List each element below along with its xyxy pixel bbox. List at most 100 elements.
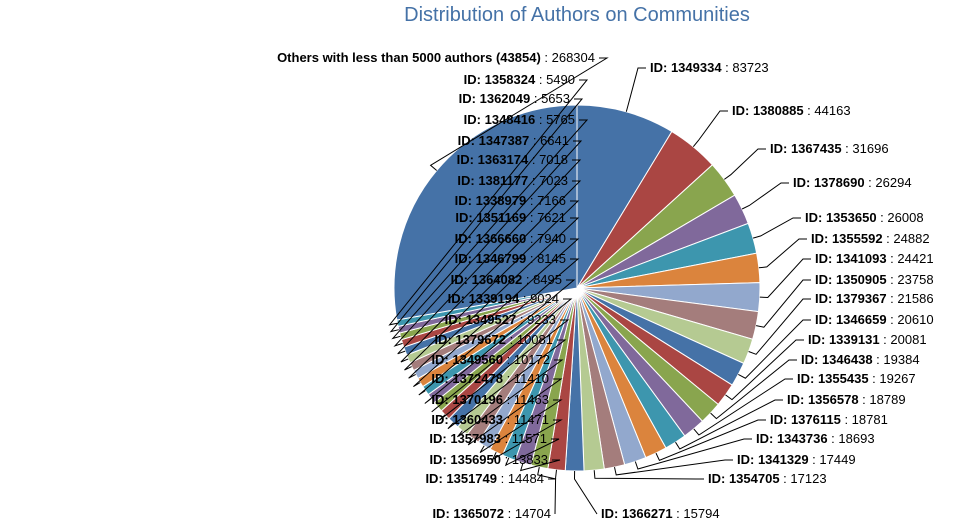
connector-id-1365072 xyxy=(554,469,557,515)
data-label-name: ID: 1364082 xyxy=(451,272,523,287)
data-label-value: : 31696 xyxy=(842,141,889,156)
data-label-value: : 14704 xyxy=(504,506,551,521)
connector-id-1381177 xyxy=(400,180,582,363)
data-label-id-1355592: ID: 1355592 : 24882 xyxy=(811,231,930,246)
data-label-id-1350905: ID: 1350905 : 23758 xyxy=(815,272,934,287)
connector-id-1376115 xyxy=(655,419,766,461)
data-label-id-1376115: ID: 1376115 : 18781 xyxy=(770,412,888,427)
data-label-value: : 17449 xyxy=(809,452,856,467)
data-label-name: ID: 1349334 xyxy=(650,60,722,75)
data-label-name: ID: 1357983 xyxy=(429,431,501,446)
data-label-id-1364082: ID: 1364082 : 8495 xyxy=(451,272,562,287)
data-label-id-1362049: ID: 1362049 : 5653 xyxy=(459,91,570,106)
connector-id-1370196 xyxy=(479,399,563,454)
connector-id-1353650 xyxy=(752,217,801,239)
connector-id-1356578 xyxy=(675,399,783,450)
data-label-id-1343736: ID: 1343736 : 18693 xyxy=(756,431,875,446)
data-label-id-1351749: ID: 1351749 : 14484 xyxy=(425,471,544,486)
data-label-name: ID: 1349560 xyxy=(431,352,503,367)
connector-id-1339194 xyxy=(431,298,573,413)
data-label-id-1355435: ID: 1355435 : 19267 xyxy=(797,371,916,386)
data-label-id-1367435: ID: 1367435 : 31696 xyxy=(770,141,889,156)
data-label-id-1360433: ID: 1360433 : 11471 xyxy=(431,412,549,427)
connector-id-1380885 xyxy=(692,110,728,148)
data-label-id-1370196: ID: 1370196 : 11463 xyxy=(431,392,549,407)
data-label-value: : 23758 xyxy=(887,272,934,287)
data-label-name: ID: 1343736 xyxy=(756,431,828,446)
data-label-name: ID: 1362049 xyxy=(459,91,531,106)
data-label-id-1349334: ID: 1349334 : 83723 xyxy=(650,60,769,75)
data-label-value: : 13833 xyxy=(501,452,548,467)
data-label-name: ID: 1355435 xyxy=(797,371,869,386)
connector-id-1356950 xyxy=(519,459,561,472)
data-label-value: : 44163 xyxy=(804,103,851,118)
data-label-id-1339194: ID: 1339194 : 9024 xyxy=(448,291,559,306)
connector-id-1355435 xyxy=(693,378,793,436)
data-label-value: : 11410 xyxy=(503,371,549,386)
data-label-value: : 7018 xyxy=(528,152,568,167)
data-label-name: ID: 1355592 xyxy=(811,231,883,246)
data-label-name: ID: 1365072 xyxy=(432,506,504,521)
connector-id-1357983 xyxy=(504,438,560,467)
data-label-id-1346659: ID: 1346659 : 20610 xyxy=(815,312,934,327)
label-connectors xyxy=(388,57,811,515)
connector-id-1366271 xyxy=(573,470,598,515)
pie-slice-id-1349334[interactable] xyxy=(576,104,673,290)
data-label-value: : 26008 xyxy=(877,210,924,225)
data-label-id-1353650: ID: 1353650 : 26008 xyxy=(805,210,924,225)
connector-id-1348416 xyxy=(391,119,589,340)
data-label-value: : 20610 xyxy=(887,312,934,327)
data-label-value: : 10081 xyxy=(506,332,553,347)
data-label-name: ID: 1363174 xyxy=(457,152,529,167)
data-label-name: ID: 1351749 xyxy=(425,471,497,486)
connector-id-1349334 xyxy=(625,67,646,112)
data-label-value: : 7621 xyxy=(526,210,566,225)
data-label-name: ID: 1339131 xyxy=(808,332,880,347)
data-label-name: ID: 1370196 xyxy=(431,392,503,407)
data-label-value: : 24882 xyxy=(883,231,930,246)
data-label-value: : 15794 xyxy=(673,506,720,521)
data-label-name: ID: 1356950 xyxy=(429,452,501,467)
data-label-name: ID: 1338979 xyxy=(455,193,527,208)
connector-id-1341329 xyxy=(614,459,733,476)
data-label-value: : 7940 xyxy=(526,231,566,246)
data-label-value: : 5490 xyxy=(535,72,575,87)
data-label-id-1339131: ID: 1339131 : 20081 xyxy=(808,332,927,347)
data-label-id-1365072: ID: 1365072 : 14704 xyxy=(432,506,551,521)
connector-id-1354705 xyxy=(593,470,704,480)
pie-slice-others-with-less-than-5000-authors-43854[interactable] xyxy=(393,104,578,321)
data-label-value: : 18693 xyxy=(828,431,875,446)
data-label-name: ID: 1351169 xyxy=(455,210,526,225)
data-label-id-1381177: ID: 1381177 : 7023 xyxy=(457,173,568,188)
data-label-value: : 8495 xyxy=(522,272,562,287)
data-label-value: : 26294 xyxy=(865,175,912,190)
data-label-id-1380885: ID: 1380885 : 44163 xyxy=(732,103,851,118)
connector-id-1358324 xyxy=(388,79,589,326)
connector-id-1360433 xyxy=(491,419,563,461)
data-label-value: : 17123 xyxy=(780,471,827,486)
data-label-id-1351169: ID: 1351169 : 7621 xyxy=(455,210,566,225)
connector-id-1347387 xyxy=(393,140,583,347)
connector-id-1346438 xyxy=(710,359,797,420)
data-label-id-1346799: ID: 1346799 : 8145 xyxy=(455,251,566,266)
data-label-id-1354705: ID: 1354705 : 17123 xyxy=(708,471,827,486)
data-label-name: ID: 1349527 xyxy=(445,312,517,327)
connector-id-1363174 xyxy=(397,159,582,355)
data-label-value: : 11471 xyxy=(503,412,549,427)
data-label-value: : 14484 xyxy=(497,471,544,486)
data-label-id-1356950: ID: 1356950 : 13833 xyxy=(429,452,548,467)
data-label-id-1349527: ID: 1349527 : 9233 xyxy=(445,312,556,327)
data-label-value: : 11463 xyxy=(503,392,549,407)
connector-id-1343736 xyxy=(634,438,752,470)
data-label-id-1338979: ID: 1338979 : 7166 xyxy=(455,193,566,208)
data-label-value: : 9024 xyxy=(519,291,559,306)
connector-id-1379367 xyxy=(748,298,811,355)
data-label-name: ID: 1353650 xyxy=(805,210,877,225)
connector-id-1349527 xyxy=(438,319,570,421)
connector-others-with-less-than-5000-authors-43854 xyxy=(429,57,609,171)
data-label-id-1341093: ID: 1341093 : 24421 xyxy=(815,251,934,266)
data-label-name: ID: 1350905 xyxy=(815,272,887,287)
data-label-name: ID: 1346438 xyxy=(801,352,873,367)
data-label-name: ID: 1360433 xyxy=(431,412,503,427)
